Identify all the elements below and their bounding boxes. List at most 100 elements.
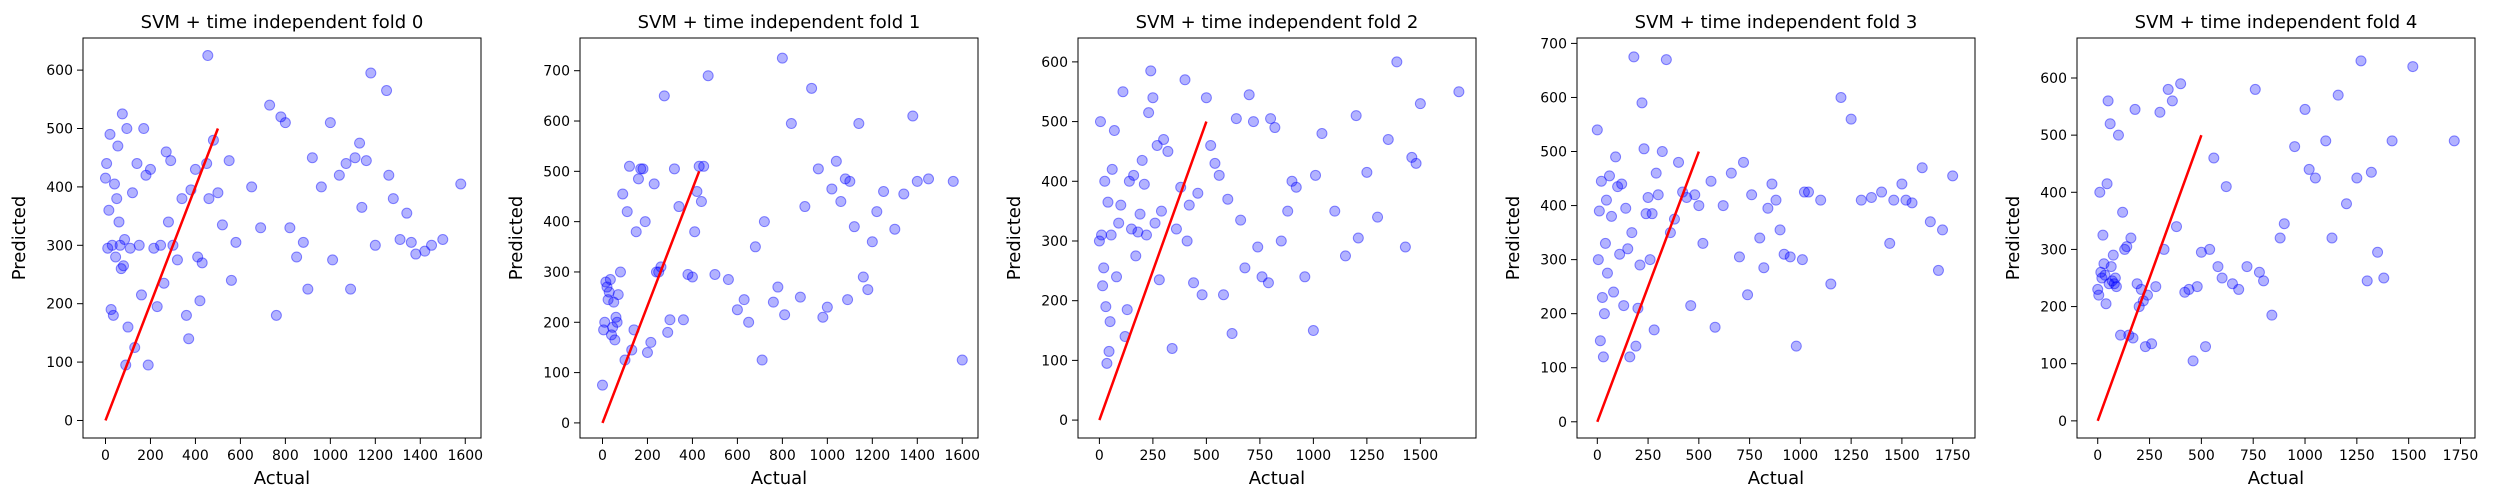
data-point xyxy=(1592,254,1604,266)
x-tick-label: 250 xyxy=(1140,448,1167,464)
data-point xyxy=(911,175,923,187)
data-point xyxy=(1689,189,1701,201)
x-tick-label: 1500 xyxy=(1884,448,1920,464)
data-point xyxy=(1746,189,1758,201)
y-tick-label: 100 xyxy=(543,366,570,382)
data-point xyxy=(664,314,676,326)
data-point xyxy=(596,379,608,391)
data-point xyxy=(126,187,138,199)
data-point xyxy=(284,222,296,234)
data-point xyxy=(356,201,368,213)
y-tick-label: 500 xyxy=(2040,128,2067,144)
data-point xyxy=(151,301,163,313)
data-point xyxy=(722,274,734,286)
plot-frame xyxy=(82,37,482,439)
data-point xyxy=(645,336,657,348)
data-point xyxy=(1099,175,1111,187)
data-point xyxy=(297,236,309,248)
data-point xyxy=(1372,211,1384,223)
data-point xyxy=(1599,237,1611,249)
data-point xyxy=(2309,172,2321,184)
data-point xyxy=(140,169,152,181)
data-point xyxy=(1115,199,1127,211)
data-point xyxy=(1598,308,1610,320)
data-point xyxy=(275,111,287,123)
data-point xyxy=(689,226,701,238)
data-point xyxy=(2108,278,2120,290)
data-point xyxy=(1149,217,1161,229)
data-point xyxy=(693,160,705,172)
data-point xyxy=(194,295,206,307)
data-point xyxy=(602,294,614,306)
data-point xyxy=(2162,83,2174,95)
data-point xyxy=(1796,254,1808,266)
data-point xyxy=(698,160,710,172)
data-point xyxy=(1239,262,1251,274)
data-point xyxy=(2386,135,2398,147)
data-point xyxy=(702,70,714,82)
x-axis-label: Actual xyxy=(751,468,807,489)
data-point xyxy=(1742,289,1754,301)
data-point xyxy=(2365,166,2377,178)
data-point xyxy=(630,226,642,238)
data-point xyxy=(601,281,613,293)
data-point xyxy=(1888,194,1900,206)
data-point xyxy=(2332,89,2344,101)
data-point xyxy=(2372,246,2384,258)
data-point xyxy=(1205,139,1217,151)
data-point xyxy=(1147,92,1159,104)
y-tick-label: 0 xyxy=(1059,413,1068,429)
data-point xyxy=(1143,107,1155,119)
data-point xyxy=(1618,300,1630,312)
data-point xyxy=(114,239,126,251)
data-point xyxy=(203,193,215,205)
data-point xyxy=(1350,110,1362,122)
data-point xyxy=(2266,309,2278,321)
data-point xyxy=(2129,103,2141,115)
data-point xyxy=(142,359,154,371)
data-point xyxy=(826,183,838,195)
data-point xyxy=(2109,272,2121,284)
y-tick-label: 300 xyxy=(46,238,73,254)
x-tick-label: 250 xyxy=(2136,448,2163,464)
data-point xyxy=(1265,113,1277,125)
x-tick-label: 400 xyxy=(679,448,706,464)
data-point xyxy=(607,321,619,333)
data-point xyxy=(1656,146,1668,158)
data-point xyxy=(1252,241,1264,253)
data-point xyxy=(1286,175,1298,187)
data-point xyxy=(1594,335,1606,347)
y-tick-label: 700 xyxy=(543,64,570,80)
data-point xyxy=(821,301,833,313)
reference-line xyxy=(2096,134,2203,422)
data-point xyxy=(1593,205,1605,217)
data-point xyxy=(614,266,626,278)
data-point xyxy=(1754,232,1766,244)
x-tick-label: 400 xyxy=(182,448,209,464)
data-point xyxy=(1307,325,1319,337)
data-point xyxy=(212,187,224,199)
chart-panel-1: SVM + time independent fold 1 0 200 400 600 8… xyxy=(506,12,980,489)
data-point xyxy=(621,206,633,218)
data-point xyxy=(349,152,361,164)
data-point xyxy=(101,158,113,170)
data-point xyxy=(160,146,172,158)
data-point xyxy=(612,289,624,301)
x-tick-label: 600 xyxy=(227,448,254,464)
reference-line xyxy=(1596,151,1701,423)
data-point xyxy=(2289,141,2301,153)
y-tick-label: 100 xyxy=(2040,357,2067,373)
data-point xyxy=(131,158,143,170)
y-tick-label: 400 xyxy=(2040,185,2067,201)
data-point xyxy=(1798,186,1810,198)
data-point xyxy=(223,155,235,167)
data-point xyxy=(641,346,653,358)
data-point xyxy=(668,163,680,175)
data-point xyxy=(1391,56,1403,68)
data-point xyxy=(709,268,721,280)
data-point xyxy=(1650,167,1662,179)
data-point xyxy=(1608,286,1620,298)
data-point xyxy=(1624,351,1636,363)
data-point xyxy=(1648,324,1660,336)
data-point xyxy=(279,117,291,129)
